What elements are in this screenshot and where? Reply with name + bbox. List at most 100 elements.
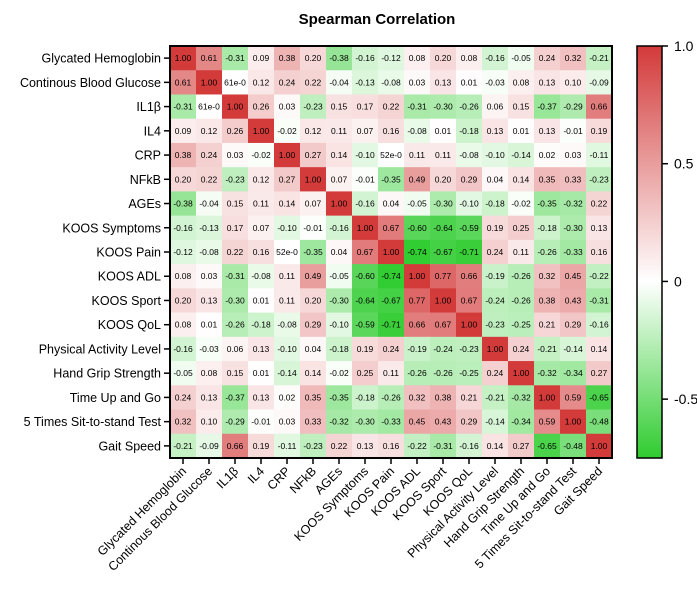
cell-value-label: -0.32 — [511, 392, 531, 402]
cell-value-label: 0.15 — [227, 368, 244, 378]
heatmap-cell — [196, 215, 223, 241]
heatmap-cell — [378, 336, 405, 362]
cell-value-label: -0.37 — [537, 102, 557, 112]
heatmap-cell — [508, 142, 535, 168]
cell-value-label: -0.65 — [537, 441, 557, 451]
cell-value-label: 0.01 — [253, 368, 270, 378]
chart-title: Spearman Correlation — [299, 11, 456, 28]
heatmap-cell — [508, 215, 535, 241]
heatmap-cell — [352, 215, 379, 241]
cell-value-label: -0.23 — [589, 174, 609, 184]
cell-value-label: 0.08 — [175, 320, 192, 330]
heatmap-cell — [378, 118, 405, 144]
heatmap-cell — [326, 239, 353, 265]
heatmap-cell — [456, 288, 483, 313]
cell-value-label: 0.61 — [201, 53, 218, 63]
cell-value-label: 1.00 — [175, 53, 192, 63]
cell-value-label: -0.21 — [589, 53, 609, 63]
cell-value-label: 1.00 — [279, 150, 296, 160]
cell-value-label: -0.33 — [381, 417, 401, 427]
heatmap-cell — [326, 118, 353, 144]
heatmap-cell — [560, 94, 587, 120]
heatmap-cell — [196, 167, 223, 192]
heatmap-cell — [508, 239, 535, 265]
heatmap-cell — [430, 70, 457, 95]
cell-value-label: 1.00 — [487, 344, 504, 354]
cell-value-label: 0.03 — [201, 271, 218, 281]
heatmap-cell — [274, 361, 301, 386]
cell-value-label: 61e-0 — [198, 102, 220, 112]
heatmap-cell — [378, 409, 405, 435]
heatmap-cell — [352, 264, 379, 289]
heatmap-cell — [560, 288, 587, 313]
cell-value-label: 0.11 — [383, 368, 399, 378]
cell-value-label: -0.14 — [277, 368, 297, 378]
cell-value-label: -0.19 — [485, 271, 505, 281]
heatmap-cell — [222, 191, 249, 216]
cell-value-label: 0.14 — [591, 344, 608, 354]
heatmap-cell — [352, 312, 379, 338]
cell-value-label: -0.23 — [485, 320, 505, 330]
heatmap-cell — [482, 409, 509, 435]
heatmap-cell — [352, 239, 379, 265]
heatmap-cell — [222, 361, 249, 386]
heatmap-cell — [560, 409, 587, 435]
cell-value-label: 0.06 — [227, 344, 244, 354]
colorbar-tick-label: 0.5 — [674, 156, 694, 172]
cell-value-label: 1.00 — [565, 417, 582, 427]
cell-value-label: 1.00 — [253, 126, 270, 136]
cell-value-label: 1.00 — [383, 247, 400, 257]
heatmap-cell — [586, 385, 613, 410]
cell-value-label: -0.01 — [251, 417, 271, 427]
heatmap-cell — [274, 409, 301, 435]
heatmap-cell — [326, 94, 353, 120]
cell-value-label: -0.34 — [511, 417, 531, 427]
cell-value-label: 0.07 — [305, 199, 322, 209]
cell-value-label: -0.29 — [225, 417, 245, 427]
cell-value-label: 0.17 — [227, 223, 244, 233]
cell-value-label: 0.06 — [487, 102, 504, 112]
heatmap-cell — [274, 336, 301, 362]
row-label: KOOS Pain — [96, 246, 161, 260]
cell-value-label: -0.18 — [537, 223, 557, 233]
cell-value-label: -0.23 — [303, 441, 323, 451]
cell-value-label: 0.29 — [565, 320, 582, 330]
cell-value-label: 0.14 — [279, 199, 296, 209]
cell-value-label: 0.49 — [409, 174, 426, 184]
heatmap-cell — [586, 118, 613, 144]
cell-value-label: -0.26 — [511, 271, 531, 281]
heatmap-cell — [508, 312, 535, 338]
row-label: Gait Speed — [98, 439, 161, 453]
heatmap-cell — [326, 215, 353, 241]
heatmap-cell — [404, 239, 431, 265]
cell-value-label: -0.26 — [537, 247, 557, 257]
heatmap-cell — [534, 46, 561, 71]
cell-value-label: 0.11 — [409, 150, 425, 160]
heatmap-cell — [404, 94, 431, 120]
cell-value-label: -0.31 — [225, 271, 245, 281]
heatmap-cell — [300, 361, 327, 386]
cell-value-label: 0.11 — [253, 199, 269, 209]
heatmap-cell — [352, 336, 379, 362]
heatmap-cell — [404, 215, 431, 241]
heatmap-cell — [196, 239, 223, 265]
cell-value-label: 0.16 — [253, 247, 270, 257]
heatmap-cell — [300, 288, 327, 313]
heatmap-cell — [274, 312, 301, 338]
cell-value-label: -0.21 — [173, 441, 193, 451]
cell-value-label: 0.43 — [435, 417, 452, 427]
heatmap-cell — [300, 312, 327, 338]
cell-value-label: -0.02 — [251, 150, 271, 160]
heatmap-cell — [248, 312, 275, 338]
heatmap-cell — [222, 167, 249, 192]
heatmap-cell — [274, 142, 301, 168]
cell-value-label: 0.26 — [253, 102, 270, 112]
heatmap-cell — [534, 264, 561, 289]
cell-value-label: -0.67 — [433, 247, 453, 257]
heatmap-cell — [534, 167, 561, 192]
heatmap-cell — [482, 94, 509, 120]
heatmap-cell — [300, 191, 327, 216]
cell-value-label: 0.11 — [279, 271, 295, 281]
cell-value-label: 0.01 — [461, 77, 478, 87]
